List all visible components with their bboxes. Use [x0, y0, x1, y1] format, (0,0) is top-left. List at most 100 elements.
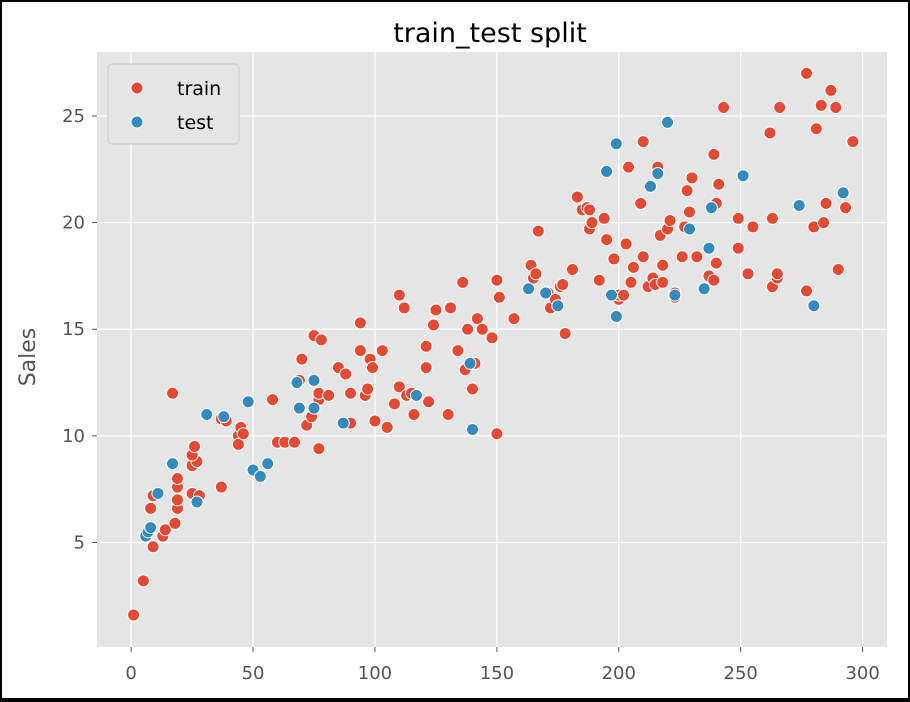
y-tick-label: 10 — [62, 426, 85, 447]
train-point — [617, 288, 631, 302]
train-point — [314, 333, 328, 347]
train-point — [622, 160, 636, 174]
x-tick-label: 300 — [845, 663, 879, 684]
train-point — [375, 344, 389, 358]
train-point — [144, 501, 158, 515]
test-point — [792, 199, 806, 213]
test-point — [166, 457, 180, 471]
legend-label-test: test — [177, 112, 214, 134]
x-tick-label: 250 — [724, 663, 758, 684]
train-point — [429, 303, 443, 317]
train-point — [168, 516, 182, 530]
train-point — [683, 205, 696, 219]
train-point — [570, 190, 584, 204]
test-point — [609, 137, 623, 151]
train-point — [422, 395, 436, 409]
y-tick-label: 20 — [62, 213, 85, 234]
test-point — [697, 282, 711, 296]
train-point — [353, 344, 367, 358]
test-point — [307, 401, 321, 415]
train-point — [392, 380, 406, 394]
test-point — [702, 241, 716, 255]
train-point — [312, 442, 326, 456]
train-point — [475, 322, 489, 336]
train-point — [392, 288, 406, 302]
train-point — [361, 382, 375, 396]
train-point — [707, 273, 721, 287]
train-point — [829, 100, 843, 114]
test-point — [661, 115, 675, 129]
test-point — [539, 286, 553, 300]
test-point — [463, 356, 477, 370]
legend-marker-test — [130, 115, 144, 129]
test-point — [465, 422, 479, 436]
train-point — [353, 316, 367, 330]
test-point — [836, 186, 850, 200]
train-point — [426, 318, 440, 332]
legend-marker-train — [130, 81, 144, 95]
test-point — [336, 416, 350, 430]
train-point — [717, 100, 731, 114]
train-point — [288, 435, 301, 449]
train-point — [441, 408, 455, 422]
data-points — [127, 66, 860, 622]
train-point — [817, 216, 831, 230]
test-point — [668, 288, 682, 302]
train-point — [490, 427, 504, 441]
train-point — [597, 211, 611, 225]
test-point — [292, 401, 306, 415]
train-point — [707, 147, 721, 161]
train-point — [824, 83, 838, 97]
test-point — [307, 373, 321, 387]
test-point — [144, 521, 158, 535]
train-point — [592, 273, 606, 287]
train-point — [451, 344, 465, 358]
test-point — [217, 410, 231, 424]
train-point — [529, 267, 543, 281]
plot-area — [97, 52, 887, 647]
train-point — [663, 213, 677, 227]
train-point — [558, 327, 572, 341]
x-tick-label: 50 — [242, 663, 265, 684]
train-point — [624, 275, 638, 289]
legend-label-train: train — [177, 78, 221, 100]
train-point — [397, 301, 411, 315]
train-point — [188, 440, 202, 454]
train-point — [492, 290, 506, 304]
train-point — [170, 472, 184, 486]
train-point — [814, 98, 828, 112]
train-point — [690, 250, 704, 264]
train-point — [585, 216, 599, 230]
train-point — [765, 211, 779, 225]
train-point — [731, 211, 745, 225]
test-point — [651, 167, 665, 181]
train-point — [231, 437, 245, 451]
train-point — [127, 608, 141, 622]
train-point — [565, 263, 579, 277]
train-point — [295, 352, 309, 366]
train-point — [809, 122, 823, 136]
train-point — [583, 203, 597, 217]
train-point — [636, 250, 650, 264]
train-point — [366, 361, 380, 375]
train-point — [607, 252, 621, 266]
test-point — [261, 457, 275, 471]
legend-box — [107, 63, 240, 145]
test-point — [609, 309, 623, 323]
y-tick-label: 5 — [74, 533, 85, 554]
legend: train test — [107, 63, 240, 145]
train-point — [214, 480, 228, 494]
chart-title: train_test split — [393, 18, 587, 49]
train-point — [344, 386, 358, 400]
test-point — [253, 469, 267, 483]
test-point — [683, 222, 696, 236]
train-point — [158, 523, 172, 537]
train-point — [831, 263, 845, 277]
train-point — [461, 322, 475, 336]
train-point — [675, 250, 689, 264]
train-point — [680, 184, 694, 198]
x-tick-label: 200 — [602, 663, 636, 684]
train-point — [763, 126, 777, 140]
